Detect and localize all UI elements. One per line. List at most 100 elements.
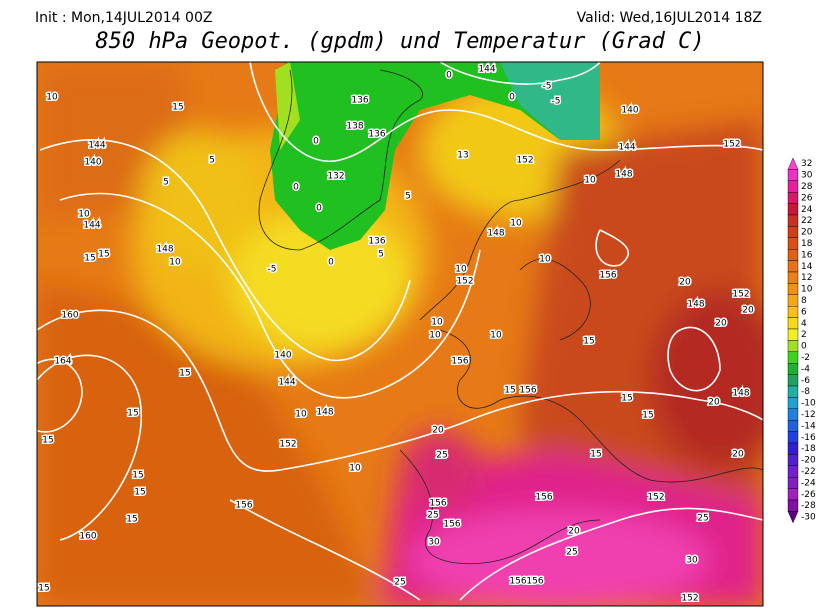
cold-region-core	[500, 62, 600, 140]
colorbar-label: 16	[801, 250, 813, 260]
contour-label: 20	[568, 527, 580, 537]
contour-label: 25	[436, 451, 447, 461]
contour-label: 10	[584, 176, 596, 186]
colorbar-label: -18	[801, 444, 816, 454]
colorbar-swatch	[787, 420, 799, 432]
colorbar-label: -22	[801, 467, 816, 477]
colorbar-label: -26	[801, 490, 816, 500]
contour-label: 156	[443, 520, 460, 530]
contour-label: 5	[378, 250, 384, 260]
colorbar-swatch	[787, 180, 799, 193]
contour-label: 148	[687, 300, 704, 310]
contour-label: 140	[621, 106, 638, 116]
isolines	[37, 62, 763, 601]
contour-label: 15	[38, 584, 49, 594]
colorbar-label: -6	[801, 376, 810, 386]
colorbar-swatch	[787, 454, 799, 466]
colorbar-swatch	[787, 271, 799, 284]
contour-label: 20	[742, 306, 754, 316]
colorbar-swatch	[787, 157, 799, 170]
colorbar-label: 14	[801, 262, 813, 272]
contour-label: 0	[313, 137, 319, 147]
contour-label: 148	[615, 170, 632, 180]
colorbar-swatch	[787, 397, 799, 409]
contour-label: 5	[405, 192, 411, 202]
contour-label: 15	[642, 411, 653, 421]
colorbar-swatch	[787, 363, 799, 375]
contour-label: 152	[647, 493, 664, 503]
contour-label: 25	[394, 578, 405, 588]
contour-label: 156	[599, 271, 616, 281]
contour-label: 0	[316, 204, 322, 214]
colorbar-label: 20	[801, 228, 813, 238]
contour-label: 156	[535, 493, 552, 503]
contour-label: -5	[268, 265, 277, 275]
contour-label: 25	[566, 548, 577, 558]
contour-label: 0	[446, 71, 452, 81]
contour-label: 15	[621, 394, 632, 404]
contour-label: 148	[487, 229, 504, 239]
colorbar-swatch	[787, 317, 799, 330]
contour-label: 30	[686, 556, 698, 566]
colorbar-label: 28	[801, 182, 813, 192]
contour-label: 15	[127, 409, 138, 419]
colorbar-label: 18	[801, 239, 813, 249]
colorbar-label: 8	[801, 296, 807, 306]
colorbar-label: 30	[801, 171, 813, 181]
colorbar-swatch	[787, 248, 799, 261]
colorbar-label: -24	[801, 478, 816, 488]
contour-label: 5	[163, 178, 169, 188]
colorbar-label: -8	[801, 387, 810, 397]
contour-label: 148	[156, 245, 173, 255]
contour-label: 15	[126, 515, 137, 525]
contour-label: 5	[209, 156, 215, 166]
valid-time: Valid: Wed,16JUL2014 18Z	[577, 10, 762, 26]
colorbar-swatch	[787, 488, 799, 501]
contour-label: 156	[509, 577, 526, 587]
colorbar-swatch	[787, 511, 799, 524]
contour-label: 0	[509, 93, 515, 103]
contour-label: 15	[98, 250, 109, 260]
contour-label: 10	[510, 219, 522, 229]
init-time: Init : Mon,14JUL2014 00Z	[35, 10, 212, 26]
contour-label: 152	[723, 140, 740, 150]
contour-label: 10	[431, 318, 443, 328]
colorbar-swatch	[787, 442, 799, 455]
colorbar-swatch	[787, 431, 799, 444]
colorbar-label: 32	[801, 159, 812, 169]
contour-label: 136	[351, 96, 368, 106]
contour-label: 10	[539, 255, 551, 265]
colorbar-swatch	[787, 294, 799, 307]
colorbar-label: 0	[801, 342, 807, 352]
colorbar-label: 12	[801, 273, 812, 283]
colorbar-swatch	[787, 306, 799, 318]
colorbar-swatch	[787, 328, 799, 341]
colorbar-swatch	[787, 351, 799, 364]
contour-label: 10	[169, 258, 181, 268]
contour-label: 13	[457, 151, 468, 161]
colorbar-swatch	[787, 408, 799, 421]
contour-label: -5	[543, 82, 552, 92]
contour-label: 156	[526, 577, 543, 587]
contour-label: 15	[134, 488, 145, 498]
colorbar-label: 24	[801, 205, 813, 215]
contour-label: 164	[54, 357, 71, 367]
contour-label: 10	[455, 265, 467, 275]
contour-label: 15	[504, 386, 515, 396]
contour-label: 136	[368, 237, 385, 247]
colorbar-label: 4	[801, 319, 807, 329]
colorbar-swatch	[787, 499, 799, 512]
colorbar-label: -4	[801, 364, 810, 374]
colorbar-label: -14	[801, 421, 816, 431]
contour-label: 15	[179, 369, 190, 379]
contour-label: 20	[715, 319, 727, 329]
contour-label: 15	[172, 103, 183, 113]
contour-label: 10	[295, 410, 307, 420]
contour-label: 144	[278, 378, 295, 388]
colorbar-label: -20	[801, 456, 816, 466]
contour-label: 136	[368, 130, 385, 140]
contour-label: 140	[84, 158, 101, 168]
